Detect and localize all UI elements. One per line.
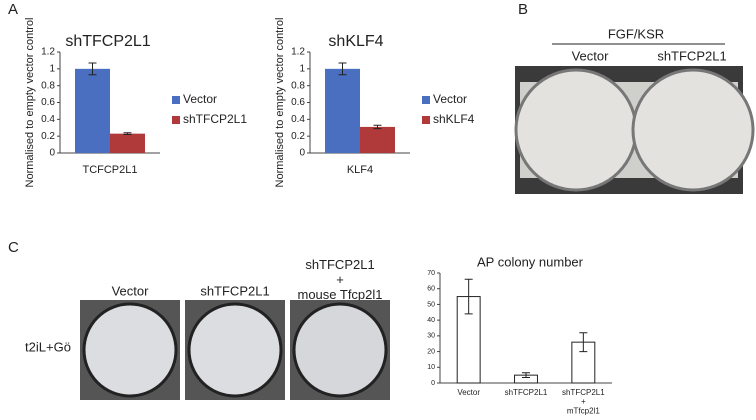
bar	[325, 68, 360, 153]
chart-title: shTFCP2L1	[65, 33, 150, 50]
x-tick-label: shTFCP2L1	[505, 388, 548, 397]
y-axis-label: Normalised to empty vector control	[274, 18, 286, 188]
bar	[75, 68, 110, 153]
legend-label: shTFCP2L1	[183, 112, 247, 126]
error-bar	[123, 132, 132, 135]
y-tick-label: 1	[49, 63, 55, 74]
column-label: Vector	[572, 48, 610, 63]
chart-title: AP colony number	[477, 254, 584, 269]
y-tick-label: 40	[427, 317, 435, 324]
y-tick-label: 1.2	[291, 47, 305, 58]
chart-title: shKLF4	[328, 33, 383, 50]
y-tick-label: 50	[427, 301, 435, 308]
bar	[110, 133, 145, 153]
error-bar	[522, 372, 530, 378]
error-bar	[464, 278, 473, 315]
x-tick-label: shTFCP2L1 + mTfcp2l1	[562, 388, 605, 415]
y-tick-label: 0.4	[41, 114, 55, 125]
y-tick-label: 0.2	[41, 131, 55, 142]
y-tick-label: 0.6	[41, 97, 55, 108]
y-tick-label: 0.8	[291, 80, 305, 91]
bar	[360, 126, 395, 153]
x-tick-label: TCFCP2L1	[82, 164, 137, 176]
error-bar	[338, 62, 347, 76]
panel-letter: A	[8, 1, 18, 18]
y-tick-label: 0.8	[41, 80, 55, 91]
x-tick-label: Vector	[457, 388, 480, 397]
y-tick-label: 0.6	[291, 97, 305, 108]
y-tick-label: 1	[299, 63, 305, 74]
plate-image	[514, 66, 755, 194]
column-label: shTFCP2L1	[657, 48, 726, 63]
y-tick-label: 70	[427, 270, 435, 277]
legend-label: shKLF4	[433, 112, 475, 126]
panel-letter: B	[518, 1, 528, 18]
y-tick-label: 60	[427, 286, 435, 293]
column-label: shTFCP2L1 + mouse Tfcp2l1	[297, 257, 382, 302]
column-label: shTFCP2L1	[200, 283, 269, 298]
y-tick-label: 0.2	[291, 131, 305, 142]
legend-swatch	[422, 116, 430, 124]
column-label: Vector	[112, 283, 150, 298]
legend-label: Vector	[433, 92, 467, 106]
error-bar	[88, 62, 97, 76]
y-tick-label: 1.2	[41, 47, 55, 58]
legend-swatch	[172, 96, 180, 104]
legend-swatch	[422, 96, 430, 104]
header: FGF/KSR	[608, 26, 664, 41]
y-tick-label: 0	[49, 148, 55, 159]
row-label: t2iL+Gö	[25, 339, 71, 354]
y-tick-label: 10	[427, 364, 435, 371]
error-bar	[579, 332, 588, 353]
legend-swatch	[172, 116, 180, 124]
y-tick-label: 0.4	[291, 114, 305, 125]
y-tick-label: 20	[427, 348, 435, 355]
x-tick-label: KLF4	[347, 164, 373, 176]
legend-label: Vector	[183, 92, 217, 106]
y-axis-label: Normalised to empty vector control	[24, 18, 36, 188]
y-tick-label: 30	[427, 333, 435, 340]
well-images	[80, 300, 390, 400]
panel-letter: C	[8, 239, 19, 256]
error-bar	[373, 124, 382, 130]
y-tick-label: 0	[299, 148, 305, 159]
y-tick-label: 0	[431, 380, 435, 387]
